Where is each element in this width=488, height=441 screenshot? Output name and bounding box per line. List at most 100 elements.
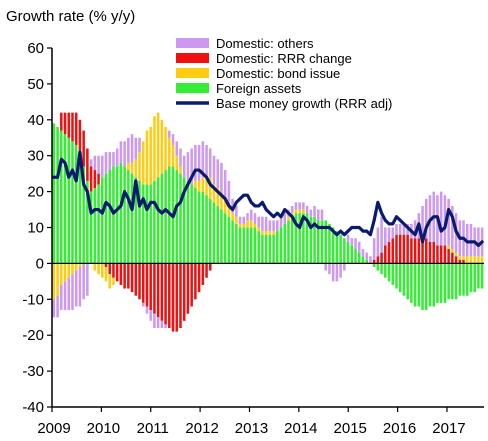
bar-segment xyxy=(201,191,205,264)
bar-segment xyxy=(119,141,123,163)
bar-segment xyxy=(205,263,208,278)
bar-segment xyxy=(138,152,141,181)
bar-segment xyxy=(350,238,354,246)
y-tick-label: 50 xyxy=(27,76,44,93)
bar-segment xyxy=(153,313,156,329)
bar-segment xyxy=(108,152,111,171)
bar-segment xyxy=(216,188,219,206)
bar-segment xyxy=(149,184,152,264)
bar-segment xyxy=(473,256,476,264)
bar-segment xyxy=(209,198,212,264)
bar-segment xyxy=(305,213,309,264)
bar-segment xyxy=(56,263,59,296)
bar-segment xyxy=(186,152,190,181)
bar-segment xyxy=(67,263,71,278)
bar-segment xyxy=(138,180,141,264)
bar-segment xyxy=(253,227,257,264)
bar-segment xyxy=(119,263,123,285)
bar-segment xyxy=(287,216,290,221)
bar-segment xyxy=(201,141,205,178)
bar-segment xyxy=(410,238,413,264)
bar-segment xyxy=(454,263,458,300)
bar-segment xyxy=(249,227,253,264)
bar-segment xyxy=(223,213,227,264)
bar-segment xyxy=(398,263,402,293)
bar-segment xyxy=(156,112,160,178)
bar-segment xyxy=(242,216,246,224)
bar-segment xyxy=(343,263,346,271)
y-tick-label: -10 xyxy=(22,291,44,308)
bar-segment xyxy=(164,170,167,264)
bar-segment xyxy=(231,198,234,214)
bar-segment xyxy=(89,159,93,167)
bar-segment xyxy=(141,184,145,264)
line-layer xyxy=(52,150,484,248)
bar-segment xyxy=(313,216,316,264)
bar-segment xyxy=(384,263,387,278)
bar-segment xyxy=(63,112,67,135)
bar-segment xyxy=(454,252,458,257)
bar-segment xyxy=(78,266,82,307)
bar-segment xyxy=(249,220,253,228)
bar-segment xyxy=(156,317,160,329)
bar-segment xyxy=(168,263,171,329)
bar-segment xyxy=(439,245,443,264)
bar-segment xyxy=(197,263,201,293)
bar-segment xyxy=(257,227,260,232)
bar-segment xyxy=(305,205,309,214)
bar-segment xyxy=(465,263,469,296)
bar-segment xyxy=(447,198,450,246)
y-tick-label: 30 xyxy=(27,148,44,165)
bar-segment xyxy=(335,263,339,282)
y-tick-label: -20 xyxy=(22,327,44,344)
bar-segment xyxy=(480,256,484,264)
bar-segment xyxy=(71,112,74,142)
bar-segment xyxy=(320,220,324,264)
bar-segment xyxy=(194,144,197,181)
bar-segment xyxy=(130,134,134,163)
bar-segment xyxy=(290,205,294,214)
bar-segment xyxy=(227,205,231,217)
bar-segment xyxy=(339,263,342,278)
bar-segment xyxy=(74,144,78,264)
bar-segment xyxy=(473,263,476,293)
bar-segment xyxy=(186,263,190,314)
bar-segment xyxy=(242,223,246,228)
bar-segment xyxy=(52,299,56,318)
bar-segment xyxy=(74,112,78,145)
bar-segment xyxy=(261,231,264,235)
bar-segment xyxy=(290,216,294,264)
bar-segment xyxy=(175,155,179,171)
bar-segment xyxy=(417,238,421,264)
bar-segment xyxy=(410,263,413,303)
bar-segment xyxy=(179,263,182,329)
bar-segment xyxy=(425,198,428,239)
bar-segment xyxy=(78,155,82,264)
bar-segment xyxy=(346,241,350,264)
bar-segment xyxy=(372,238,376,260)
bar-segment xyxy=(223,198,227,214)
bar-segment xyxy=(238,223,242,228)
bar-segment xyxy=(425,263,428,311)
bar-segment xyxy=(298,209,301,214)
bar-segment xyxy=(384,227,387,246)
bar-segment xyxy=(86,180,89,264)
bar-segment xyxy=(89,166,93,192)
bar-segment xyxy=(134,137,138,160)
bar-segment xyxy=(108,274,111,289)
x-tick-label: 2015 xyxy=(334,420,367,437)
y-tick-label: 40 xyxy=(27,112,44,129)
bar-segment xyxy=(417,263,421,307)
bar-segment xyxy=(354,249,357,264)
bar-segment xyxy=(97,173,100,185)
bar-segment xyxy=(324,220,327,264)
bar-segment xyxy=(67,112,71,138)
bar-segment xyxy=(443,245,447,264)
bar-segment xyxy=(391,227,395,239)
bar-segment xyxy=(71,274,74,311)
bar-segment xyxy=(112,263,115,278)
bar-segment xyxy=(164,324,167,329)
bar-segment xyxy=(209,177,212,199)
bar-segment xyxy=(86,263,89,296)
